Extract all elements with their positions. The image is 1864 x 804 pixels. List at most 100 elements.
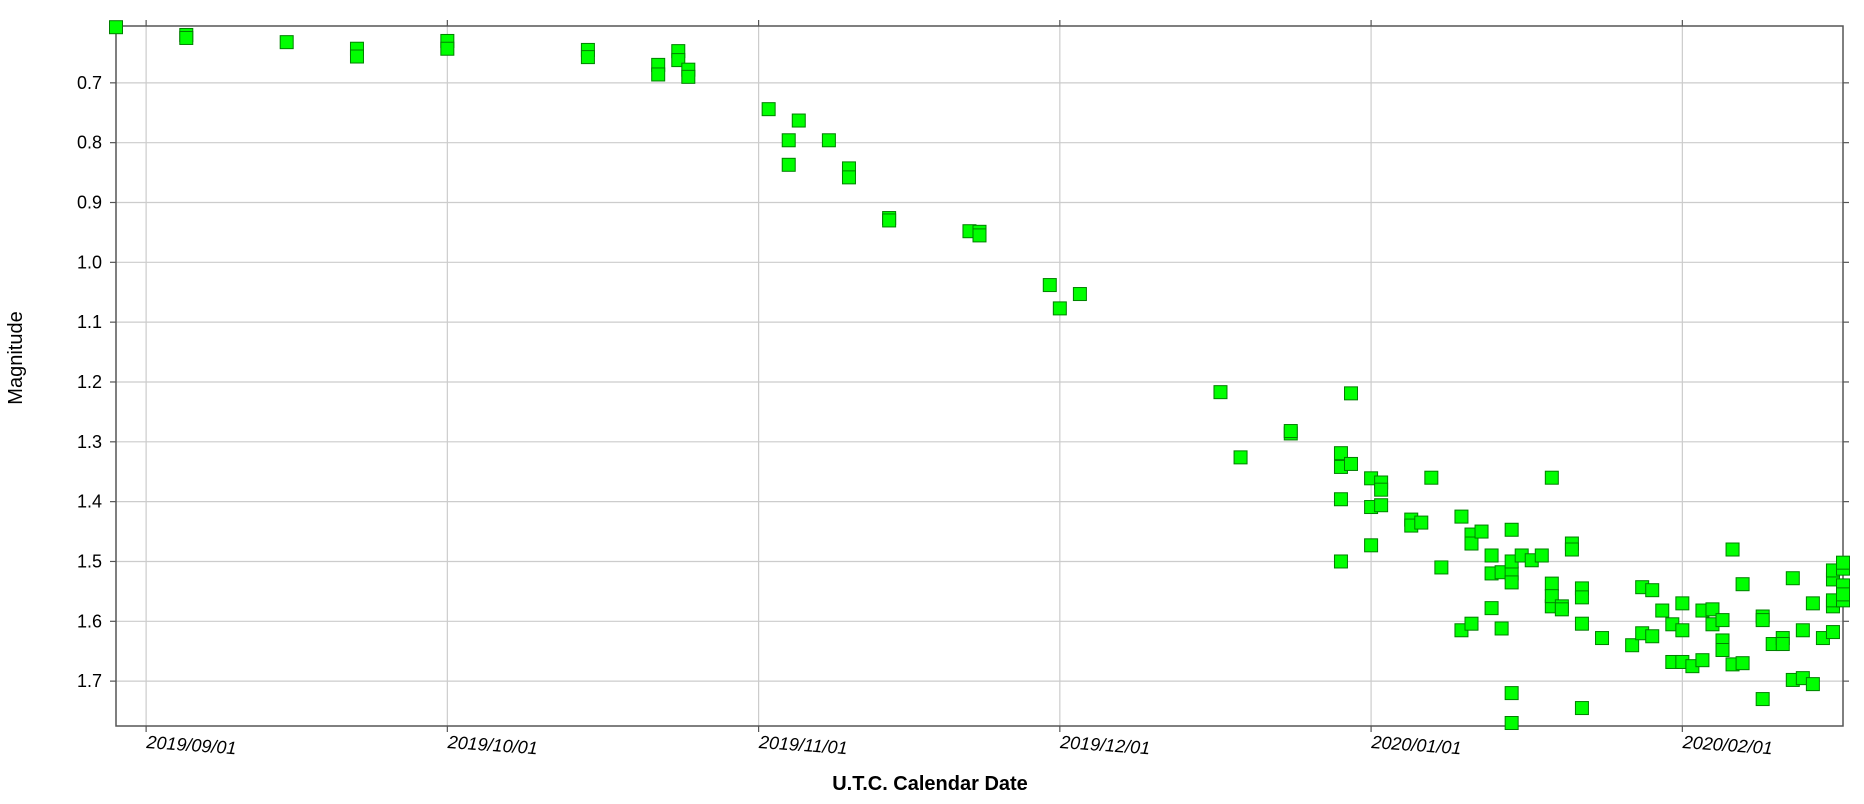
data-point bbox=[1052, 301, 1067, 316]
data-point bbox=[1544, 470, 1559, 485]
data-point bbox=[821, 133, 836, 148]
data-point bbox=[1333, 446, 1348, 461]
data-point bbox=[1364, 538, 1379, 553]
data-point bbox=[1735, 577, 1750, 592]
data-point bbox=[1805, 677, 1820, 692]
data-point bbox=[1504, 575, 1519, 590]
data-point bbox=[1574, 616, 1589, 631]
gridlines bbox=[116, 26, 1843, 726]
data-point bbox=[1775, 637, 1790, 652]
data-point bbox=[1574, 701, 1589, 716]
data-point bbox=[1233, 450, 1248, 465]
data-point bbox=[781, 157, 796, 172]
y-tick-label: 0.7 bbox=[77, 73, 102, 93]
data-point bbox=[1755, 692, 1770, 707]
data-point bbox=[1504, 716, 1519, 731]
data-point bbox=[1464, 616, 1479, 631]
data-point bbox=[1836, 587, 1850, 602]
data-point bbox=[761, 102, 776, 117]
data-point bbox=[1344, 456, 1359, 471]
data-point bbox=[681, 69, 696, 84]
y-tick-label: 0.8 bbox=[77, 133, 102, 153]
x-tick-label: 2019/09/01 bbox=[145, 732, 237, 758]
y-tick-label: 0.9 bbox=[77, 192, 102, 212]
data-point bbox=[1424, 470, 1439, 485]
x-tick-label: 2019/11/01 bbox=[757, 732, 848, 758]
data-point bbox=[1785, 571, 1800, 586]
y-axis-title: Magnitude bbox=[5, 311, 27, 404]
data-point bbox=[1715, 643, 1730, 658]
data-point bbox=[1454, 509, 1469, 524]
data-point bbox=[1675, 623, 1690, 638]
data-point bbox=[791, 113, 806, 128]
y-tick-label: 1.5 bbox=[77, 551, 102, 571]
x-axis-title: U.T.C. Calendar Date bbox=[832, 773, 1028, 795]
data-point bbox=[1645, 629, 1660, 644]
data-point bbox=[1554, 602, 1569, 617]
data-point bbox=[1625, 638, 1640, 653]
data-point bbox=[1504, 686, 1519, 701]
data-point bbox=[1474, 524, 1489, 539]
data-point bbox=[179, 30, 194, 45]
data-point bbox=[1414, 515, 1429, 530]
y-tick-label: 1.4 bbox=[77, 492, 102, 512]
data-point bbox=[1484, 548, 1499, 563]
data-point bbox=[1072, 287, 1087, 302]
data-point bbox=[1504, 522, 1519, 537]
data-point bbox=[841, 170, 856, 185]
data-point bbox=[349, 49, 364, 64]
data-point bbox=[1042, 278, 1057, 293]
plot-frame bbox=[115, 25, 1844, 727]
y-tick-label: 1.7 bbox=[77, 671, 102, 691]
data-point bbox=[1484, 601, 1499, 616]
data-point bbox=[1374, 482, 1389, 497]
data-point bbox=[1645, 583, 1660, 598]
data-point bbox=[1374, 498, 1389, 513]
data-point bbox=[580, 50, 595, 65]
data-point bbox=[781, 133, 796, 148]
data-point bbox=[1705, 602, 1720, 617]
data-point bbox=[1595, 631, 1610, 646]
data-point bbox=[1825, 625, 1840, 640]
data-point bbox=[1795, 623, 1810, 638]
data-point bbox=[1283, 424, 1298, 439]
x-tick-label: 2020/01/01 bbox=[1370, 732, 1462, 758]
data-point bbox=[1333, 554, 1348, 569]
axis-ticks: 0.7 0.8 0.9 1.0 1.1 1.2 1.3 1.4 1.5 1.6 1.7 2019/09… bbox=[77, 20, 1849, 758]
data-point bbox=[1675, 596, 1690, 611]
data-point bbox=[972, 228, 987, 243]
data-point bbox=[1213, 385, 1228, 400]
data-point bbox=[1574, 590, 1589, 605]
y-tick-label: 1.6 bbox=[77, 611, 102, 631]
data-point bbox=[651, 67, 666, 82]
data-point bbox=[1494, 621, 1509, 636]
data-point bbox=[440, 41, 455, 56]
y-tick-label: 1.2 bbox=[77, 372, 102, 392]
data-point bbox=[1544, 576, 1559, 591]
data-point bbox=[882, 213, 897, 228]
data-point bbox=[279, 35, 294, 50]
data-point bbox=[1464, 536, 1479, 551]
data-point bbox=[1735, 656, 1750, 671]
data-point bbox=[1344, 386, 1359, 401]
y-tick-label: 1.0 bbox=[77, 252, 102, 272]
x-tick-label: 2019/10/01 bbox=[446, 732, 538, 758]
data-point bbox=[109, 20, 123, 35]
data-point bbox=[1434, 560, 1449, 575]
y-tick-label: 1.1 bbox=[77, 312, 102, 332]
data-point bbox=[1534, 548, 1549, 563]
data-point bbox=[1333, 492, 1348, 507]
data-point bbox=[1725, 542, 1740, 557]
data-point bbox=[1655, 603, 1670, 618]
data-points bbox=[109, 20, 1850, 731]
data-point bbox=[1755, 613, 1770, 628]
x-tick-label: 2020/02/01 bbox=[1681, 732, 1773, 758]
data-point bbox=[1836, 555, 1850, 570]
data-point bbox=[1715, 613, 1730, 628]
data-point bbox=[1695, 653, 1710, 668]
data-point bbox=[1805, 596, 1820, 611]
x-tick-label: 2019/12/01 bbox=[1059, 732, 1151, 758]
data-point bbox=[1564, 542, 1579, 557]
y-tick-label: 1.3 bbox=[77, 432, 102, 452]
